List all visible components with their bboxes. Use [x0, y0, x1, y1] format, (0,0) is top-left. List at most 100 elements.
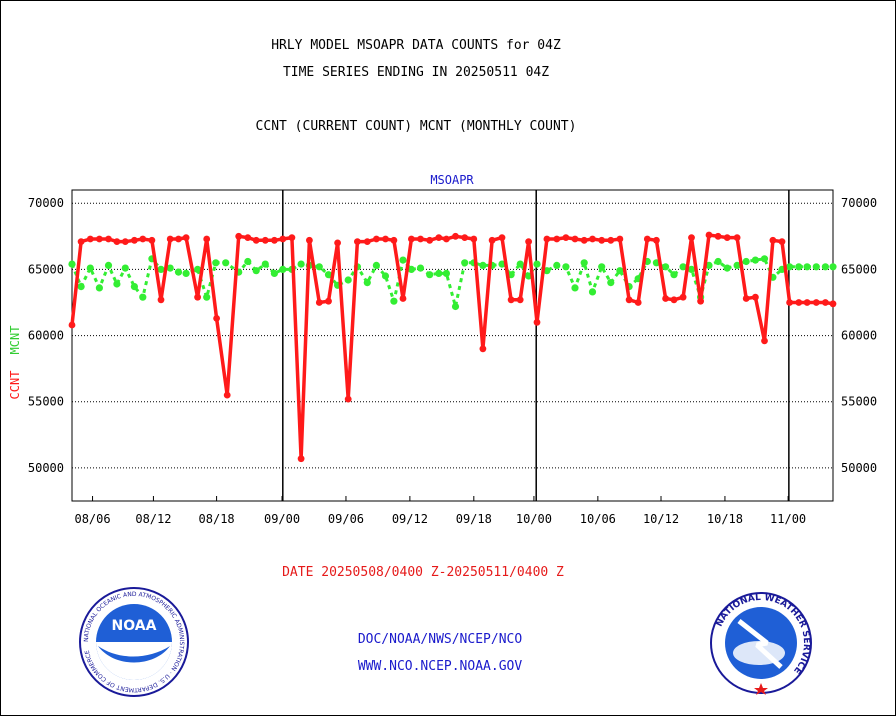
- y-tick-label-right: 65000: [841, 262, 877, 276]
- data-point-ccnt: [443, 235, 450, 243]
- y-axis-label-mcnt: MCNT: [8, 326, 22, 355]
- data-point-ccnt: [470, 235, 478, 243]
- data-point-ccnt: [279, 235, 287, 243]
- x-tick-label: 08/12: [135, 512, 171, 526]
- data-point-mcnt: [203, 293, 211, 301]
- data-point-mcnt: [68, 260, 76, 268]
- data-point-ccnt: [662, 295, 669, 302]
- data-point-ccnt: [182, 234, 190, 242]
- data-point-mcnt: [130, 283, 138, 291]
- data-point-ccnt: [461, 234, 469, 242]
- data-point-ccnt: [315, 299, 323, 306]
- x-tick-label: 10/18: [707, 512, 743, 526]
- data-point-mcnt: [795, 263, 803, 271]
- series-line-ccnt: [70, 233, 834, 461]
- data-point-ccnt: [625, 296, 633, 304]
- data-point-ccnt: [288, 234, 296, 242]
- y-tick-label-right: 70000: [841, 196, 877, 210]
- star-icon: [754, 683, 768, 695]
- data-point-mcnt: [324, 271, 333, 279]
- data-point-mcnt: [344, 276, 352, 284]
- data-point-mcnt: [166, 264, 174, 272]
- data-point-mcnt: [553, 261, 561, 269]
- data-point-mcnt: [194, 265, 202, 273]
- noaa-logo-text: NOAA: [112, 618, 157, 634]
- series-line-mcnt: [70, 257, 833, 308]
- data-point-mcnt: [742, 257, 750, 266]
- data-point-mcnt: [479, 261, 487, 269]
- data-point-ccnt: [325, 297, 332, 305]
- data-point-mcnt: [821, 263, 830, 271]
- data-point-mcnt: [662, 263, 670, 271]
- y-tick-label: 70000: [28, 196, 64, 210]
- noaa-logo: NOAA NATIONAL OCEANIC AND ATMOSPHERIC AD…: [79, 587, 189, 697]
- data-point-ccnt: [194, 293, 202, 301]
- data-point-ccnt: [390, 236, 398, 244]
- data-point-mcnt: [571, 284, 579, 292]
- data-point-ccnt: [373, 235, 380, 243]
- data-point-mcnt: [588, 288, 597, 296]
- data-point-ccnt: [688, 234, 695, 242]
- y-tick-label-right: 60000: [841, 329, 877, 343]
- y-tick-label-right: 55000: [841, 395, 877, 409]
- data-point-ccnt: [408, 235, 415, 243]
- data-point-ccnt: [714, 232, 722, 240]
- chart-title-line-2: TIME SERIES ENDING IN 20250511 04Z: [282, 65, 550, 80]
- data-point-ccnt: [203, 235, 211, 243]
- data-point-ccnt: [498, 234, 506, 242]
- data-point-mcnt: [516, 260, 524, 268]
- data-point-ccnt: [417, 235, 424, 243]
- x-tick-label: 08/18: [199, 512, 235, 526]
- data-point-mcnt: [104, 261, 113, 269]
- data-point-mcnt: [390, 297, 398, 305]
- data-point-ccnt: [105, 235, 112, 243]
- data-point-ccnt: [113, 238, 121, 246]
- data-point-ccnt: [131, 236, 138, 244]
- data-point-mcnt: [803, 263, 811, 271]
- data-point-ccnt: [543, 235, 551, 243]
- data-point-ccnt: [742, 295, 750, 302]
- y-axis-label-ccnt: CCNT: [8, 371, 22, 400]
- data-point-ccnt: [297, 455, 305, 463]
- data-point-mcnt: [212, 259, 220, 267]
- data-point-mcnt: [616, 267, 624, 275]
- data-point-mcnt: [416, 264, 425, 272]
- data-point-ccnt: [244, 234, 252, 242]
- x-tick-label: 09/06: [328, 512, 364, 526]
- data-point-mcnt: [261, 260, 269, 268]
- series-ccnt: [68, 231, 837, 463]
- data-point-ccnt: [829, 300, 837, 308]
- data-point-ccnt: [705, 231, 713, 239]
- data-point-ccnt: [653, 236, 660, 244]
- y-axis-right: 50000 55000 60000 65000 70000: [841, 196, 877, 475]
- data-point-ccnt: [643, 235, 651, 243]
- chart-subtitle: CCNT (CURRENT COUNT) MCNT (MONTHLY COUNT…: [255, 119, 577, 134]
- x-tick-label: 09/00: [264, 512, 300, 526]
- data-point-mcnt: [86, 264, 94, 272]
- data-point-mcnt: [407, 265, 415, 273]
- data-point-mcnt: [252, 267, 260, 275]
- data-point-ccnt: [121, 238, 129, 246]
- data-point-ccnt: [616, 235, 624, 243]
- data-point-mcnt: [426, 271, 434, 279]
- x-axis: 08/06 08/12 08/18 09/00 09/06 09/12 09/18 10/00…: [74, 496, 806, 526]
- plot-border: [71, 189, 834, 502]
- data-point-ccnt: [723, 234, 731, 242]
- data-point-ccnt: [426, 236, 434, 244]
- data-point-ccnt: [139, 235, 147, 243]
- data-point-mcnt: [786, 263, 794, 271]
- data-point-ccnt: [786, 299, 793, 306]
- x-tick-label: 10/06: [580, 512, 616, 526]
- data-point-ccnt: [553, 235, 561, 243]
- panel-title: MSOAPR: [430, 173, 474, 187]
- data-point-mcnt: [442, 269, 450, 277]
- data-point-mcnt: [399, 256, 407, 264]
- data-point-ccnt: [252, 236, 260, 244]
- data-point-mcnt: [297, 260, 305, 268]
- data-point-mcnt: [580, 259, 588, 267]
- data-point-ccnt: [354, 238, 361, 246]
- data-point-ccnt: [733, 234, 741, 242]
- x-tick-label: 10/12: [643, 512, 679, 526]
- data-point-ccnt: [157, 296, 165, 304]
- line-chart: MSOAPR 50000 55000 60000 65000 70000 50000 55…: [8, 173, 877, 526]
